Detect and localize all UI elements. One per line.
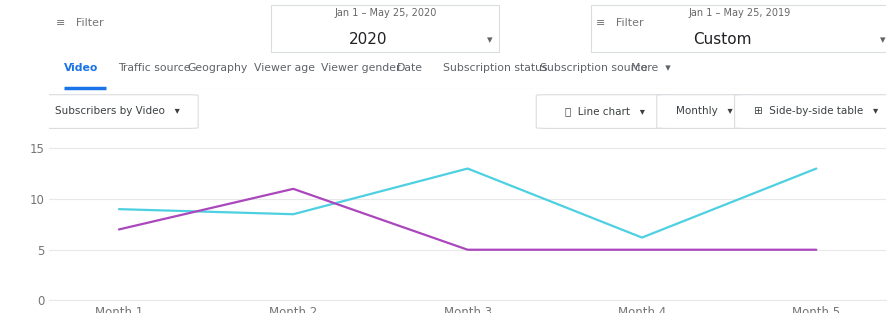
Text: ▾: ▾ [879,35,884,45]
Text: Traffic source: Traffic source [118,63,190,73]
Text: Custom: Custom [693,32,751,47]
Text: Subscription source: Subscription source [540,63,647,73]
Text: ▾: ▾ [486,35,492,45]
FancyBboxPatch shape [536,95,673,128]
Text: ⊞  Side-by-side table   ▾: ⊞ Side-by-side table ▾ [753,106,877,116]
Text: 2020: 2020 [349,32,387,47]
Text: Viewer gender: Viewer gender [321,63,401,73]
Text: ≡   Filter: ≡ Filter [55,18,104,28]
Text: Subscription status: Subscription status [442,63,546,73]
Text: Jan 1 – May 25, 2019: Jan 1 – May 25, 2019 [687,8,789,18]
FancyBboxPatch shape [656,95,751,128]
Text: Date: Date [396,63,422,73]
Text: Geography: Geography [187,63,248,73]
Text: ⟋  Line chart   ▾: ⟋ Line chart ▾ [565,106,645,116]
FancyBboxPatch shape [271,5,499,52]
Text: Viewer age: Viewer age [254,63,315,73]
Text: Subscribers by Video   ▾: Subscribers by Video ▾ [55,106,180,116]
FancyBboxPatch shape [37,95,198,128]
Text: More  ▾: More ▾ [630,63,670,73]
FancyBboxPatch shape [734,95,894,128]
Text: ≡   Filter: ≡ Filter [595,18,643,28]
Text: Monthly   ▾: Monthly ▾ [675,106,732,116]
FancyBboxPatch shape [591,5,887,52]
Text: Jan 1 – May 25, 2020: Jan 1 – May 25, 2020 [333,8,436,18]
Text: Video: Video [64,63,98,73]
